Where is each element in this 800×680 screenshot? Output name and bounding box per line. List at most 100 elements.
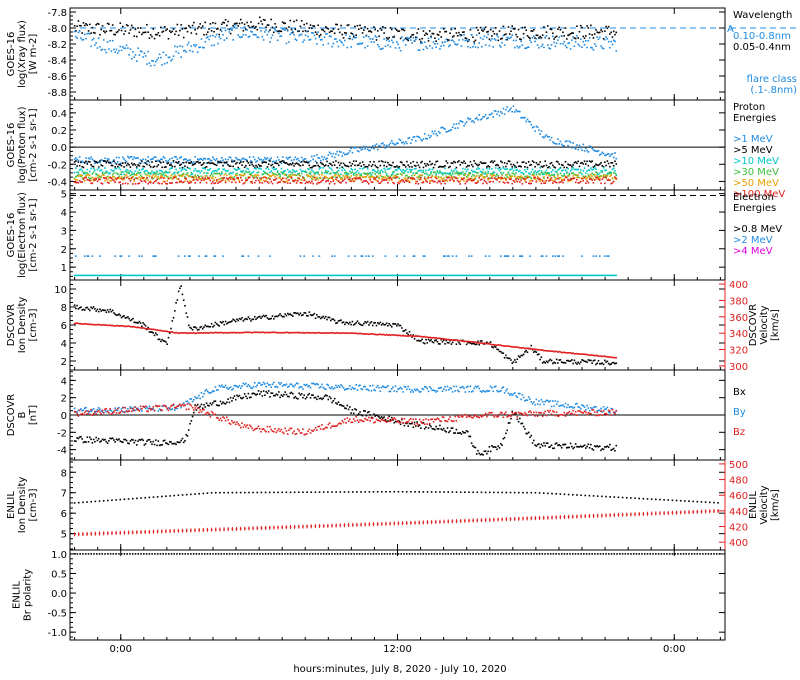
data-point xyxy=(529,176,531,178)
data-point xyxy=(375,274,378,277)
data-point xyxy=(317,274,319,277)
data-point xyxy=(316,183,318,185)
data-point xyxy=(224,181,227,184)
data-point xyxy=(300,179,303,181)
data-point xyxy=(426,163,429,165)
data-point xyxy=(226,174,228,176)
data-point xyxy=(517,274,520,277)
data-point xyxy=(276,30,279,33)
data-point xyxy=(426,342,429,344)
data-point xyxy=(392,142,394,144)
data-point xyxy=(425,178,427,181)
data-point xyxy=(241,174,243,177)
data-point xyxy=(100,169,103,171)
data-point xyxy=(336,166,338,169)
data-point xyxy=(127,169,129,172)
data-point xyxy=(143,323,146,326)
data-point xyxy=(231,29,233,31)
data-point xyxy=(196,160,199,163)
data-point xyxy=(189,49,191,52)
data-point xyxy=(132,26,134,29)
data-point xyxy=(293,170,295,172)
data-point xyxy=(309,171,312,173)
data-point xyxy=(519,175,521,178)
data-point xyxy=(304,170,307,172)
data-point xyxy=(534,170,536,172)
data-point xyxy=(413,174,416,176)
data-point xyxy=(461,167,464,170)
data-point xyxy=(601,47,604,49)
data-point xyxy=(606,38,609,40)
data-point xyxy=(384,179,387,181)
data-point xyxy=(591,274,593,277)
data-point xyxy=(533,176,535,179)
data-point xyxy=(371,37,374,40)
data-point xyxy=(524,116,526,119)
data-point xyxy=(330,152,332,155)
data-point xyxy=(195,44,198,46)
data-point xyxy=(496,274,498,277)
data-point xyxy=(316,33,318,36)
data-point xyxy=(266,177,269,180)
data-point xyxy=(120,176,123,178)
data-point xyxy=(463,124,465,127)
data-point xyxy=(516,110,519,113)
data-point xyxy=(105,51,108,54)
data-point xyxy=(128,255,130,257)
data-point xyxy=(326,172,328,175)
data-point xyxy=(201,274,204,277)
data-point xyxy=(498,350,501,353)
data-point xyxy=(200,164,203,166)
data-point xyxy=(114,274,117,277)
data-point xyxy=(305,22,308,25)
data-point xyxy=(166,183,169,185)
data-point xyxy=(593,150,596,152)
data-point xyxy=(345,34,347,36)
data-point xyxy=(118,156,120,159)
data-point xyxy=(517,355,520,357)
data-point xyxy=(363,322,365,325)
data-point xyxy=(550,174,553,176)
data-point xyxy=(212,274,214,277)
data-point xyxy=(154,255,157,257)
data-point xyxy=(270,317,273,320)
data-point xyxy=(507,160,510,162)
data-point xyxy=(264,331,266,334)
data-point xyxy=(204,274,207,277)
data-point xyxy=(130,178,133,180)
data-point xyxy=(219,37,222,40)
data-point xyxy=(546,177,549,180)
data-point xyxy=(116,165,119,168)
data-point xyxy=(614,152,616,154)
data-point xyxy=(574,37,577,40)
data-point xyxy=(521,182,524,185)
data-point xyxy=(399,139,402,142)
data-point xyxy=(416,171,418,174)
data-point xyxy=(506,357,508,359)
data-point xyxy=(161,31,163,33)
data-point xyxy=(229,175,232,178)
data-point xyxy=(375,39,378,41)
data-point xyxy=(153,255,156,257)
data-point xyxy=(582,177,585,180)
data-point xyxy=(122,162,124,164)
data-point xyxy=(615,174,618,177)
data-point xyxy=(369,149,371,152)
data-point xyxy=(152,166,155,168)
data-point xyxy=(493,274,496,277)
data-point xyxy=(152,60,155,62)
data-point xyxy=(355,274,358,277)
data-point xyxy=(180,156,182,158)
data-point xyxy=(461,171,464,173)
data-point xyxy=(324,158,327,160)
data-point xyxy=(387,182,389,184)
data-point xyxy=(384,255,387,257)
data-point xyxy=(199,23,201,25)
data-point xyxy=(236,318,238,321)
data-point xyxy=(171,331,174,333)
data-point xyxy=(426,173,429,176)
data-point xyxy=(546,25,549,27)
data-point xyxy=(582,163,585,165)
data-point xyxy=(144,169,147,172)
data-point xyxy=(172,172,175,175)
